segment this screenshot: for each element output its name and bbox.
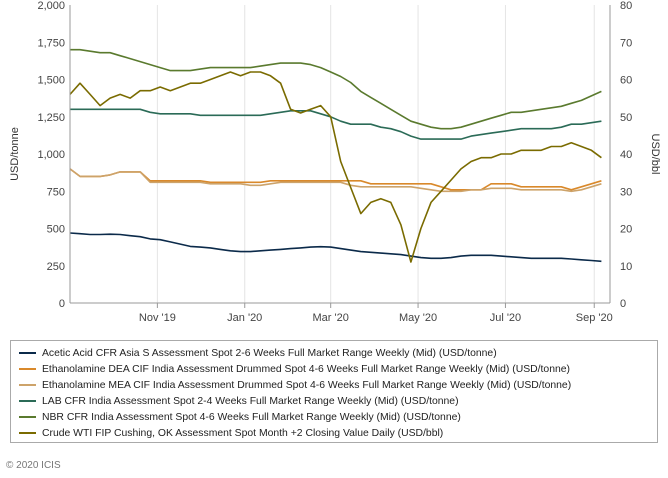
x-axis-tick-label: Nov '19 (139, 312, 176, 324)
right-axis-title: USD/bbl (649, 134, 661, 175)
right-axis-tick-label: 80 (620, 0, 632, 12)
legend-swatch (19, 400, 36, 402)
left-axis-tick-label: 0 (59, 298, 65, 310)
right-axis-tick-label: 70 (620, 37, 632, 49)
plot-background (70, 5, 610, 303)
series-line-0 (69, 232, 602, 263)
left-axis-ticks: 0 250 500 750 1,000 1,250 1,500 1,750 2,000 (37, 0, 65, 310)
right-axis-tick-label: 10 (620, 261, 632, 273)
legend-item-acetic-acid[interactable]: Acetic Acid CFR Asia S Assessment Spot 2… (19, 345, 497, 361)
series-line-5 (69, 71, 602, 263)
x-axis-tick-label: Mar '20 (313, 312, 349, 324)
x-axis-tick-label: Sep '20 (576, 312, 613, 324)
legend-item-ethanolamine-mea[interactable]: Ethanolamine MEA CIF India Assessment Dr… (19, 377, 571, 393)
right-axis-tick-label: 60 (620, 75, 632, 87)
x-axis-tick-label: Jan '20 (227, 312, 262, 324)
legend-label: Crude WTI FIP Cushing, OK Assessment Spo… (42, 427, 444, 439)
chart: 0 250 500 750 1,000 1,250 1,500 1,750 2,000 0 10 2… (9, 0, 661, 324)
series-line-3 (70, 108, 602, 140)
left-axis-tick-label: 1,500 (37, 75, 65, 87)
legend-swatch (19, 416, 36, 418)
legend-item-ethanolamine-dea[interactable]: Ethanolamine DEA CIF India Assessment Dr… (19, 361, 570, 377)
legend: Acetic Acid CFR Asia S Assessment Spot 2… (10, 340, 658, 443)
legend-item-crude-wti[interactable]: Crude WTI FIP Cushing, OK Assessment Spo… (19, 425, 443, 441)
x-axis-ticks: Nov '19 Jan '20 Mar '20 May '20 Jul '20 Sep '… (139, 303, 613, 324)
left-axis-title: USD/tonne (9, 127, 21, 181)
right-axis-tick-label: 0 (620, 298, 626, 310)
left-axis-tick-label: 1,750 (37, 37, 65, 49)
series-line-1 (69, 168, 602, 191)
right-axis-tick-label: 40 (620, 149, 632, 161)
legend-item-nbr[interactable]: NBR CFR India Assessment Spot 4-6 Weeks … (19, 409, 461, 425)
left-axis-tick-label: 250 (47, 261, 65, 273)
left-axis-tick-label: 2,000 (37, 0, 65, 12)
legend-label: Ethanolamine DEA CIF India Assessment Dr… (42, 363, 571, 375)
x-axis-tick-label: Jul '20 (490, 312, 521, 324)
axes (69, 5, 611, 304)
left-axis-tick-label: 750 (47, 186, 65, 198)
right-axis-ticks: 0 10 20 30 40 50 60 70 80 (620, 0, 632, 310)
legend-swatch (19, 384, 36, 386)
legend-swatch (19, 352, 36, 354)
legend-label: NBR CFR India Assessment Spot 4-6 Weeks … (42, 411, 461, 423)
right-axis-tick-label: 20 (620, 224, 632, 236)
grid-lines (156, 5, 595, 303)
right-axis-tick-label: 50 (620, 112, 632, 124)
left-axis-tick-label: 500 (47, 224, 65, 236)
left-axis-tick-label: 1,000 (37, 149, 65, 161)
legend-item-lab[interactable]: LAB CFR India Assessment Spot 2-4 Weeks … (19, 393, 459, 409)
legend-label: Ethanolamine MEA CIF India Assessment Dr… (42, 379, 572, 391)
series-lines (69, 48, 602, 263)
x-axis-tick-label: May '20 (399, 312, 437, 324)
series-line-4 (70, 48, 602, 130)
legend-swatch (19, 432, 36, 434)
legend-label: LAB CFR India Assessment Spot 2-4 Weeks … (42, 395, 459, 407)
legend-swatch (19, 368, 36, 370)
right-axis-tick-label: 30 (620, 186, 632, 198)
legend-label: Acetic Acid CFR Asia S Assessment Spot 2… (42, 347, 497, 359)
left-axis-tick-label: 1,250 (37, 112, 65, 124)
series-line-2 (69, 168, 602, 193)
copyright-notice: © 2020 ICIS (6, 460, 61, 471)
